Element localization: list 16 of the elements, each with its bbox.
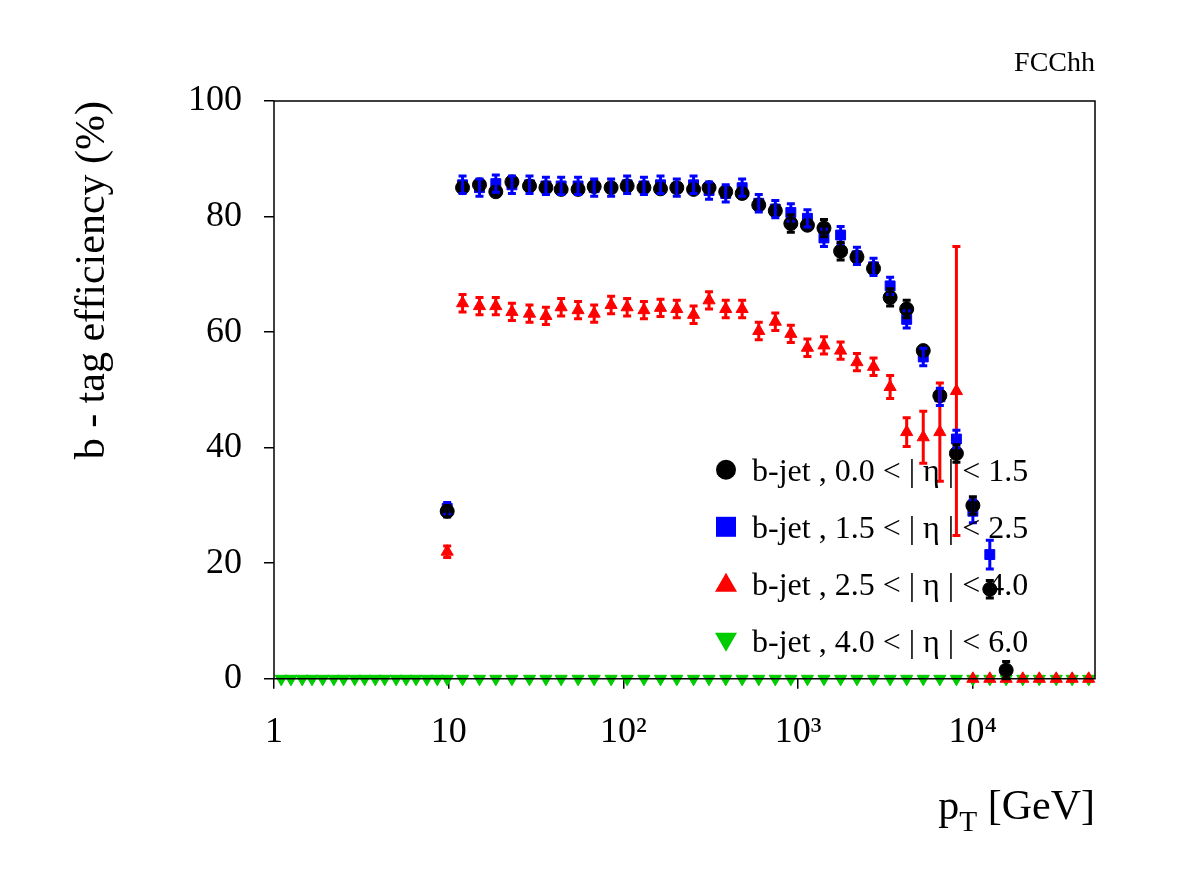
y-axis-title: b - tag efficiency (%) xyxy=(67,101,114,460)
x-tick-label: 10² xyxy=(600,709,647,750)
x-tick-label: 10⁴ xyxy=(948,709,998,750)
x-tick-label: 1 xyxy=(265,709,283,750)
y-tick-label: 40 xyxy=(206,425,242,466)
legend-label: b-jet , 1.5 < | η | < 2.5 xyxy=(752,508,1029,545)
y-tick-label: 60 xyxy=(206,309,242,350)
legend-label: b-jet , 4.0 < | η | < 6.0 xyxy=(752,622,1029,659)
x-tick-label: 10³ xyxy=(774,709,822,750)
legend-label: b-jet , 0.0 < | η | < 1.5 xyxy=(752,451,1029,488)
text: FCChh xyxy=(1014,46,1096,77)
y-tick-label: 20 xyxy=(206,540,242,581)
y-tick-label: 100 xyxy=(188,78,242,119)
y-tick-label: 80 xyxy=(206,194,242,235)
x-tick-label: 10 xyxy=(430,709,467,750)
y-tick-label: 0 xyxy=(224,656,242,697)
